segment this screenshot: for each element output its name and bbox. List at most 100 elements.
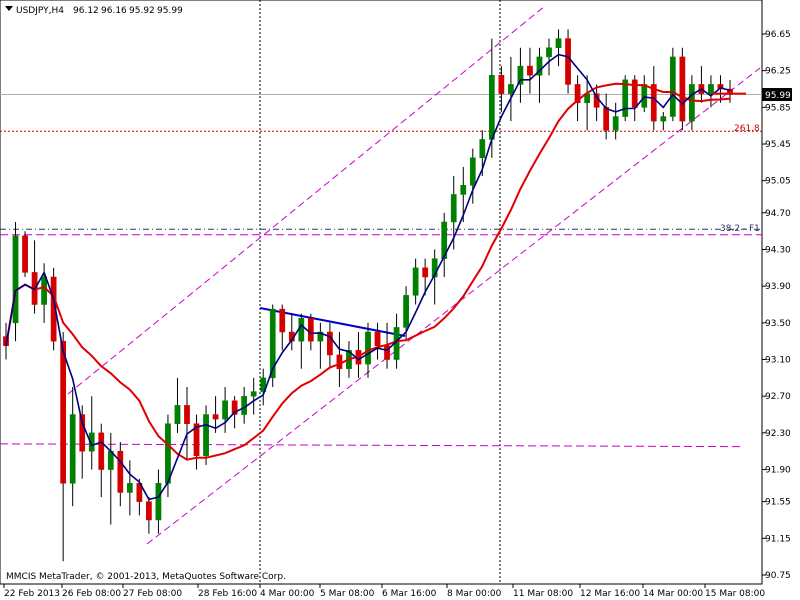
- ohlc-high: 96.16: [101, 6, 127, 16]
- channel-line: [67, 5, 546, 395]
- slow-moving-average-line: [5, 82, 731, 461]
- candle-body: [22, 235, 28, 273]
- candle-body: [126, 483, 133, 493]
- candle-body: [479, 139, 486, 159]
- candle-body: [412, 267, 419, 296]
- candle-body: [250, 391, 257, 397]
- candle-body: [660, 116, 667, 122]
- candle-body: [365, 331, 371, 365]
- candle-body: [184, 405, 190, 424]
- y-tick-label: 91.55: [765, 498, 791, 508]
- x-tick-label: 5 Mar 08:00: [320, 589, 375, 599]
- candle-body: [317, 331, 324, 342]
- candle-body: [450, 194, 457, 223]
- candle-body: [555, 38, 562, 49]
- x-tick-label: 27 Feb 08:00: [123, 589, 182, 599]
- ohlc-close: 95.99: [157, 6, 183, 16]
- candle-body: [488, 75, 495, 140]
- x-tick-label: 26 Feb 08:00: [62, 589, 121, 599]
- candle-body: [669, 56, 676, 117]
- candle-body: [203, 414, 209, 457]
- y-tick-label: 92.70: [765, 392, 791, 402]
- symbol-header: USDJPY,H4 96.12 96.16 95.92 95.99: [5, 6, 183, 16]
- y-tick-label: 90.75: [765, 571, 791, 581]
- candle-body: [622, 79, 629, 117]
- y-tick-label: 95.85: [765, 103, 791, 113]
- y-tick-label: 94.30: [765, 245, 791, 255]
- candle-body: [165, 423, 171, 484]
- candle-body: [98, 432, 105, 470]
- candle-body: [517, 65, 524, 85]
- candle-body: [79, 414, 86, 452]
- candle-body: [279, 308, 286, 333]
- candle-body: [508, 84, 514, 94]
- y-tick-label: 95.05: [765, 177, 791, 187]
- candle-body: [431, 258, 438, 278]
- candle-body: [260, 377, 267, 392]
- fib-level-line: [0, 443, 741, 448]
- x-tick-label: 15 Mar 08:00: [705, 589, 765, 599]
- x-tick-label: 11 Mar 08:00: [513, 589, 573, 599]
- candle-body: [298, 318, 305, 342]
- candle-body: [650, 84, 657, 122]
- candle-body: [174, 405, 181, 424]
- x-tick-label: 8 Mar 00:00: [447, 589, 502, 599]
- candle-body: [69, 414, 76, 484]
- candle-body: [193, 423, 200, 457]
- y-tick-label: 96.65: [765, 30, 791, 40]
- candle-body: [536, 56, 543, 76]
- plot-area: [0, 0, 763, 585]
- x-tick-label: 12 Mar 16:00: [580, 589, 640, 599]
- candle-body: [155, 483, 162, 521]
- x-tick-label: 4 Mar 00:00: [260, 589, 315, 599]
- candle-body: [222, 400, 228, 420]
- channel-line: [146, 67, 761, 545]
- fib-level-label-261: 261.8: [734, 124, 760, 134]
- candle-body: [641, 84, 648, 108]
- candle-body: [717, 84, 724, 90]
- candle-body: [498, 75, 505, 94]
- copyright-footer: MMCIS MetaTrader, © 2001-2013, MetaQuote…: [6, 572, 286, 582]
- y-tick-label: 95.45: [765, 140, 791, 150]
- ohlc-low: 95.92: [129, 6, 155, 16]
- candle-body: [374, 331, 381, 347]
- dropdown-triangle-icon[interactable]: [5, 6, 13, 11]
- y-tick-label: 94.70: [765, 209, 791, 219]
- candle-body: [60, 340, 67, 484]
- candle-body: [231, 400, 238, 415]
- symbol-label: USDJPY,H4: [16, 6, 64, 16]
- candle-body: [689, 84, 695, 122]
- candle-body: [460, 185, 467, 195]
- candle-body: [565, 38, 571, 85]
- y-tick-label: 91.15: [765, 534, 791, 544]
- candle-body: [574, 84, 581, 104]
- y-tick-label: 93.50: [765, 319, 791, 329]
- candle-body: [88, 432, 95, 452]
- candle-body: [327, 331, 333, 356]
- x-tick-label: 22 Feb 2013: [4, 589, 60, 599]
- candle-body: [612, 116, 619, 131]
- candle-body: [527, 65, 533, 76]
- candle-body: [41, 276, 47, 305]
- x-tick-label: 14 Mar 00:00: [643, 589, 703, 599]
- y-tick-label: 92.30: [765, 429, 791, 439]
- candle-body: [12, 235, 19, 324]
- x-tick-label: 28 Feb 16:00: [198, 589, 257, 599]
- y-tick-label: 91.90: [765, 466, 791, 476]
- y-tick-label: 96.25: [765, 67, 791, 77]
- candle-body: [117, 450, 124, 493]
- x-tick-label: 6 Mar 16:00: [382, 589, 437, 599]
- ohlc-open: 96.12: [73, 6, 99, 16]
- current-price-label: 95.99: [765, 91, 791, 101]
- candle-body: [403, 295, 409, 328]
- candle-body: [307, 318, 314, 342]
- candle-body: [603, 107, 610, 131]
- candle-body: [336, 354, 343, 369]
- candle-body: [679, 56, 686, 122]
- fast-moving-average-line: [5, 53, 731, 501]
- candle-body: [708, 84, 714, 94]
- candle-body: [441, 221, 448, 259]
- y-tick-label: 93.90: [765, 282, 791, 292]
- y-tick-label: 93.10: [765, 356, 791, 366]
